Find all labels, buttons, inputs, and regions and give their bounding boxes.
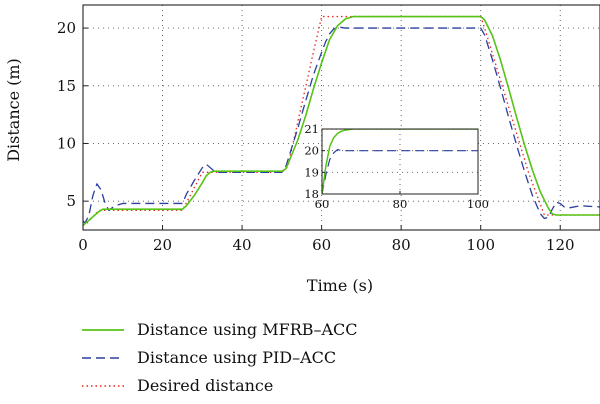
main-y-tick-label: 20 [57, 19, 76, 37]
main-x-tick-label: 80 [392, 236, 411, 254]
inset-series-line-pid-acc [322, 148, 478, 194]
main-gridlines [83, 5, 600, 230]
main-x-tick-label: 120 [546, 236, 575, 254]
main-y-tick-label: 10 [57, 134, 76, 152]
inset-axis-ticks: 60 80 100 18 19 20 21 [304, 122, 489, 211]
inset-x-tick-label: 80 [393, 197, 408, 211]
main-x-tick-label: 100 [466, 236, 495, 254]
main-plot-frame [82, 4, 600, 231]
x-axis-title: Time (s) [307, 276, 373, 295]
main-series-line-pid-acc [83, 26, 600, 224]
y-axis-title: Distance (m) [4, 58, 23, 162]
main-x-tick-label: 40 [233, 236, 252, 254]
main-y-tick-label: 15 [57, 77, 76, 95]
legend-label-pid-acc: Distance using PID–ACC [137, 348, 336, 367]
legend-label-mfrb-acc: Distance using MFRB–ACC [137, 320, 358, 339]
main-x-tick-label: 60 [312, 236, 331, 254]
main-series-line-mfrb-acc [83, 15, 600, 226]
main-x-tick-label: 0 [78, 236, 88, 254]
legend: Distance using MFRB–ACC Distance using P… [82, 320, 358, 395]
inset-x-tick-label: 100 [467, 197, 489, 211]
main-y-tick-label: 5 [66, 192, 76, 210]
inset-series-line-mfrb-acc [322, 129, 478, 194]
inset-y-tick-label: 21 [304, 122, 319, 136]
inset-x-tick-label: 60 [315, 197, 330, 211]
main-plot-area: 0 20 40 60 80 100 120 5 10 15 20 [57, 4, 600, 254]
main-series-lines [83, 15, 600, 226]
inset-y-tick-label: 19 [304, 165, 319, 179]
inset-series-lines [322, 129, 478, 194]
main-x-tick-label: 20 [153, 236, 172, 254]
inset-plot-area: 60 80 100 18 19 20 21 [304, 122, 489, 211]
inset-y-tick-label: 20 [304, 144, 319, 158]
legend-label-desired: Desired distance [137, 376, 273, 395]
inset-y-tick-label: 18 [304, 187, 319, 201]
main-axis-ticks: 0 20 40 60 80 100 120 5 10 15 20 [57, 19, 575, 254]
